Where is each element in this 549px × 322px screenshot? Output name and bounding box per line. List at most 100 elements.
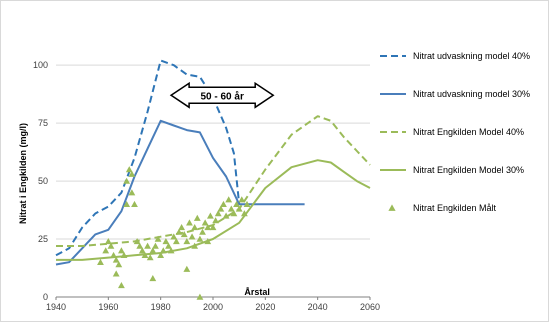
measured-point: [162, 237, 170, 245]
measured-point: [154, 235, 162, 242]
legend-label: Nitrat Engkilden Målt: [413, 203, 497, 213]
measured-point: [212, 217, 220, 224]
y-tick-label: 100: [33, 60, 48, 70]
measured-point: [178, 224, 185, 231]
measured-point: [243, 200, 251, 207]
measured-point: [225, 196, 233, 203]
legend-item-4: Nitrat Engkilden Model 30%: [380, 165, 524, 175]
y-tick-label: 25: [38, 234, 48, 244]
timespan-annotation: 50 - 60 år: [169, 81, 275, 109]
measured-point: [175, 228, 183, 235]
measured-point: [167, 247, 175, 254]
measured-point: [220, 200, 227, 207]
y-tick-label: 0: [43, 292, 48, 302]
measured-point: [104, 237, 112, 245]
measured-point: [165, 242, 172, 249]
measured-point: [196, 293, 204, 300]
measured-point: [235, 205, 243, 212]
measured-point: [199, 228, 206, 235]
measured-point: [118, 282, 125, 289]
measured-point: [131, 200, 138, 207]
measured-point: [196, 235, 204, 242]
measured-point: [149, 275, 157, 282]
legend-label: Nitrat udvaskning model 30%: [413, 89, 530, 99]
measured-point: [152, 242, 159, 249]
series-2: [55, 119, 305, 266]
measured-point: [118, 247, 125, 254]
measured-point: [128, 189, 136, 196]
measured-point: [230, 210, 238, 217]
measured-point: [180, 231, 188, 238]
measured-point: [110, 251, 117, 258]
x-tick-label: 1980: [151, 302, 171, 312]
y-tick-label: 75: [38, 118, 48, 128]
measured-point: [183, 237, 191, 245]
measured-point: [128, 170, 136, 177]
measured-point: [204, 224, 212, 231]
series-1: [55, 59, 241, 257]
double-arrow: [169, 81, 275, 109]
measured-point: [125, 166, 133, 173]
x-axis-title: Årstal: [244, 287, 270, 297]
series-group: [55, 59, 371, 300]
measured-point: [201, 219, 209, 226]
legend-label: Nitrat Engkilden Model 30%: [413, 165, 524, 175]
measured-point: [204, 237, 212, 245]
measured-point: [144, 242, 151, 249]
legend-label: Nitrat udvaskning model 40%: [413, 51, 530, 61]
measured-point: [97, 258, 104, 265]
measured-point: [112, 256, 120, 263]
x-tick-label: 2060: [360, 302, 380, 312]
measured-point: [183, 265, 191, 272]
measured-point: [233, 200, 240, 207]
measured-point: [141, 251, 149, 258]
measured-point: [123, 200, 131, 207]
measured-point: [188, 233, 196, 240]
axes: 0 25 50 75 100 1940 1960 1980 2000 2020 2040 2060 År…: [18, 60, 380, 312]
measured-point: [159, 247, 167, 254]
measured-point: [186, 219, 193, 226]
measured-point: [102, 247, 110, 254]
measured-point: [193, 214, 201, 221]
legend-marker: [388, 204, 396, 211]
measured-point: [115, 261, 123, 268]
measured-point: [191, 224, 199, 231]
measured-point: [172, 237, 180, 245]
annotation-label: 50 - 60 år: [200, 90, 243, 102]
measured-point: [238, 196, 246, 203]
legend-item-2: Nitrat udvaskning model 30%: [380, 89, 530, 99]
measured-point: [149, 247, 157, 254]
measured-point: [214, 210, 222, 217]
measured-point: [107, 242, 115, 249]
series-5: [97, 166, 251, 300]
legend: Nitrat udvaskning model 40% Nitrat udvask…: [380, 51, 530, 213]
series-line: [56, 159, 371, 261]
measured-point: [146, 254, 154, 261]
x-tick-label: 2000: [203, 302, 223, 312]
legend-item-1: Nitrat udvaskning model 40%: [380, 51, 530, 61]
legend-item-3: Nitrat Engkilden Model 40%: [380, 127, 524, 137]
x-tick-label: 1960: [98, 302, 118, 312]
x-tick-label: 2040: [308, 302, 328, 312]
measured-point: [133, 237, 141, 245]
legend-item-5: Nitrat Engkilden Målt: [388, 203, 497, 213]
measured-point: [138, 247, 146, 254]
measured-point: [136, 242, 144, 249]
series-line: [55, 59, 241, 257]
measured-point: [206, 212, 214, 219]
x-tick-label: 1940: [46, 302, 66, 312]
measured-point: [227, 205, 235, 212]
series-4: [56, 159, 371, 261]
x-tick-label: 2020: [255, 302, 275, 312]
measured-point: [241, 210, 248, 217]
legend-label: Nitrat Engkilden Model 40%: [413, 127, 524, 137]
measured-point: [123, 177, 131, 184]
measured-point: [170, 233, 178, 240]
measured-point: [191, 242, 199, 249]
y-axis-title: Nitrat i Engkilden (mg/l): [18, 123, 28, 224]
measured-point: [112, 270, 120, 277]
y-tick-label: 50: [38, 176, 48, 186]
series-line: [55, 119, 305, 266]
